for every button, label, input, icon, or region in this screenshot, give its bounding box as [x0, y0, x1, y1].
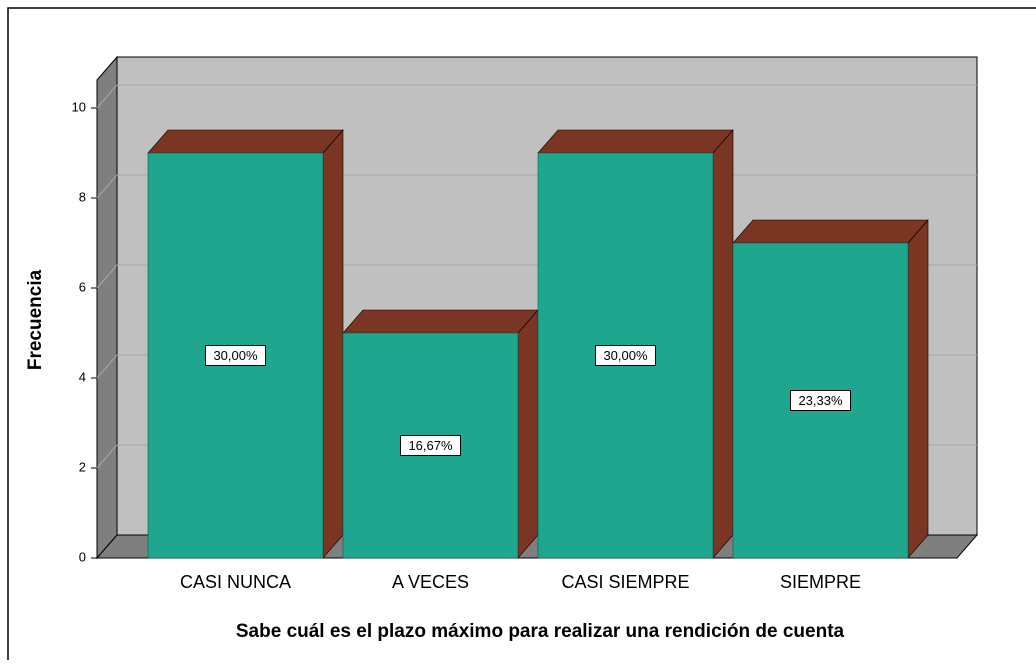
data-label: 23,33% — [798, 393, 843, 408]
bar-top — [342, 309, 539, 334]
y-tick-label: 8 — [79, 189, 86, 204]
bar-top — [537, 129, 734, 154]
bar-top — [147, 129, 344, 154]
grid-line — [96, 354, 118, 379]
bar-side — [907, 219, 929, 559]
bar-top — [732, 219, 929, 244]
data-label-box — [205, 345, 266, 366]
x-tick-label: SIEMPRE — [780, 572, 861, 592]
x-tick-label: A VECES — [392, 572, 469, 592]
y-axis-title: Frecuencia — [25, 269, 46, 370]
bar-side — [517, 309, 539, 559]
bar-side — [322, 129, 344, 559]
y-tick-label: 0 — [79, 549, 86, 564]
left-wall — [96, 55, 118, 560]
y-tick-label: 4 — [79, 369, 86, 384]
data-label-box — [790, 390, 851, 411]
grid-line — [96, 264, 118, 289]
data-label: 30,00% — [213, 348, 258, 363]
data-label-box — [400, 435, 461, 456]
grid-line — [96, 174, 118, 199]
x-axis-title: Sabe cuál es el plazo máximo para realiz… — [236, 621, 845, 642]
x-tick-label: CASI SIEMPRE — [561, 572, 689, 592]
data-label: 16,67% — [408, 438, 453, 453]
x-tick-label: CASI NUNCA — [180, 572, 291, 592]
grid-line — [96, 444, 118, 469]
grid-line — [96, 84, 118, 109]
y-tick-label: 10 — [72, 99, 86, 114]
y-tick-label: 6 — [79, 279, 86, 294]
data-label: 30,00% — [603, 348, 648, 363]
y-tick-label: 2 — [79, 459, 86, 474]
data-label-box — [595, 345, 656, 366]
bar-side — [712, 129, 734, 559]
